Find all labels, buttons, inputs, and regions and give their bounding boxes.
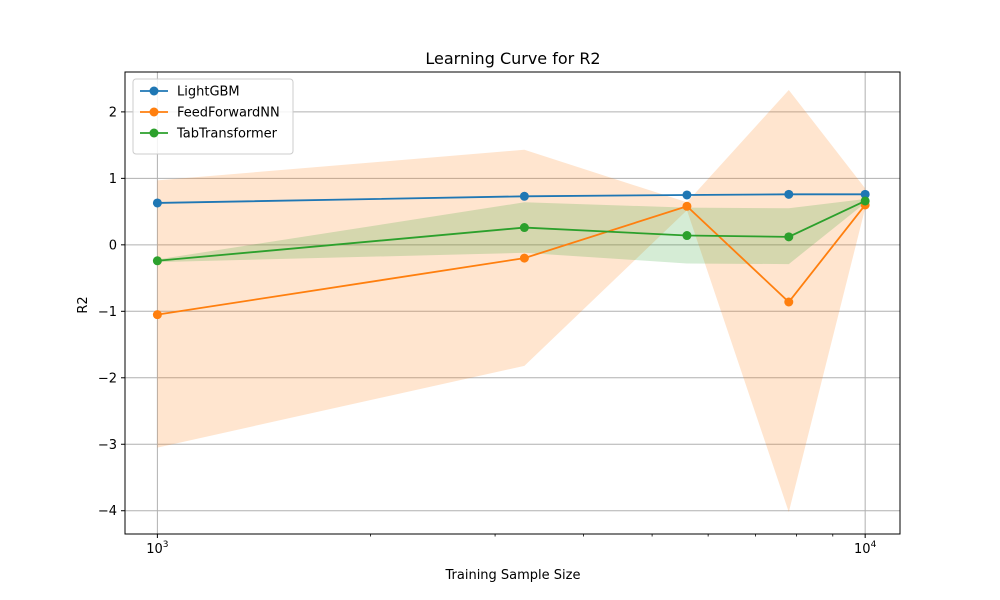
data-point-tabtransformer — [860, 196, 870, 206]
legend-marker-tabtransformer — [149, 128, 159, 138]
x-axis-label: Training Sample Size — [445, 568, 581, 583]
x-tick-label: 103 — [146, 540, 168, 557]
data-point-feedforwardnn — [682, 201, 692, 211]
y-axis-label: R2 — [76, 296, 91, 313]
data-point-feedforwardnn — [519, 253, 529, 263]
data-point-feedforwardnn — [152, 310, 162, 320]
y-tick-label: −2 — [98, 371, 117, 386]
y-tick-label: −3 — [98, 438, 117, 453]
legend-marker-feedforwardnn — [149, 107, 159, 117]
legend-marker-lightgbm — [149, 86, 159, 96]
data-point-tabtransformer — [682, 231, 692, 241]
x-tick-label: 104 — [854, 540, 877, 557]
chart-title: Learning Curve for R2 — [425, 49, 600, 68]
band-tabtransformer — [157, 198, 866, 265]
legend-label-tabtransformer: TabTransformer — [176, 127, 278, 142]
legend-label-lightgbm: LightGBM — [177, 85, 240, 100]
data-point-tabtransformer — [519, 223, 529, 233]
data-point-lightgbm — [682, 190, 692, 200]
plot-area — [121, 71, 901, 538]
plot-frame — [124, 71, 901, 535]
data-point-tabtransformer — [784, 232, 794, 242]
data-point-lightgbm — [784, 189, 794, 199]
data-point-lightgbm — [860, 189, 870, 199]
y-tick-label: 2 — [109, 105, 117, 120]
y-tick-label: 0 — [109, 238, 117, 253]
legend-label-feedforwardnn: FeedForwardNN — [177, 106, 280, 121]
data-point-feedforwardnn — [784, 297, 794, 307]
data-point-lightgbm — [519, 191, 529, 201]
legend: LightGBM FeedForwardNN TabTransformer — [132, 78, 294, 155]
band-feedforwardnn — [157, 89, 866, 513]
y-tick-label: −4 — [98, 504, 117, 519]
legend-box — [132, 78, 294, 155]
data-point-tabtransformer — [152, 256, 162, 266]
y-tick-label: −1 — [98, 305, 117, 320]
y-tick-label: 1 — [109, 172, 117, 187]
data-point-lightgbm — [152, 198, 162, 208]
